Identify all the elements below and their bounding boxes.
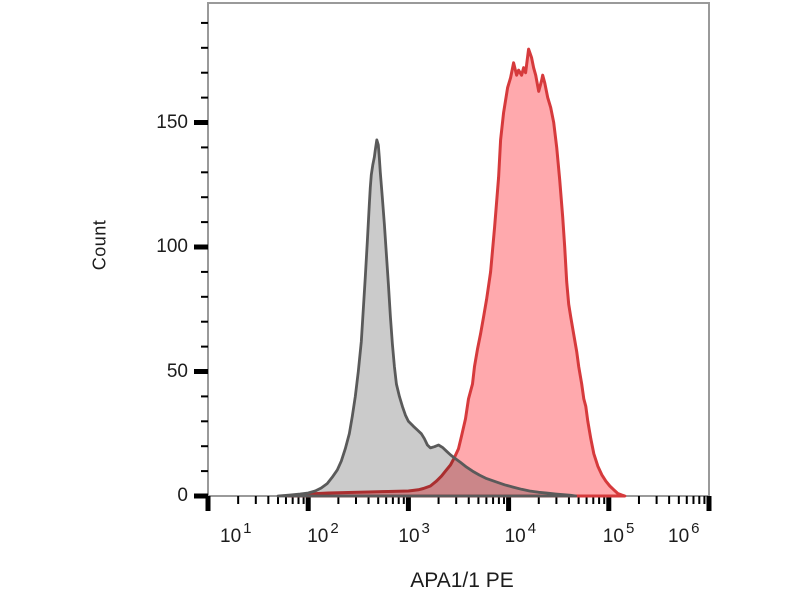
x-axis-title: APA1/1 PE xyxy=(410,569,514,592)
x-axis-ticks xyxy=(205,496,712,511)
y-axis-title: Count xyxy=(89,219,110,271)
x-tick-label-10e4: 10 4 xyxy=(504,520,537,547)
x-tick-label-10e5: 10 5 xyxy=(602,520,635,547)
y-tick-label-150: 150 xyxy=(156,111,188,133)
red-pe-stained-curve xyxy=(286,47,627,498)
x-tick-label-10e3: 10 3 xyxy=(398,520,430,547)
x-tick-label-10e6: 10 6 xyxy=(668,520,700,547)
gray-control-curve xyxy=(276,138,578,498)
y-tick-label-50: 50 xyxy=(166,360,188,382)
x-tick-label-10e2: 10 2 xyxy=(307,520,339,547)
y-tick-label-100: 100 xyxy=(156,236,188,257)
x-tick-label-10e1: 10 1 xyxy=(220,520,252,547)
y-axis-ticks xyxy=(194,21,208,499)
plot-frame xyxy=(207,2,710,497)
y-tick-label-0: 0 xyxy=(177,485,188,506)
